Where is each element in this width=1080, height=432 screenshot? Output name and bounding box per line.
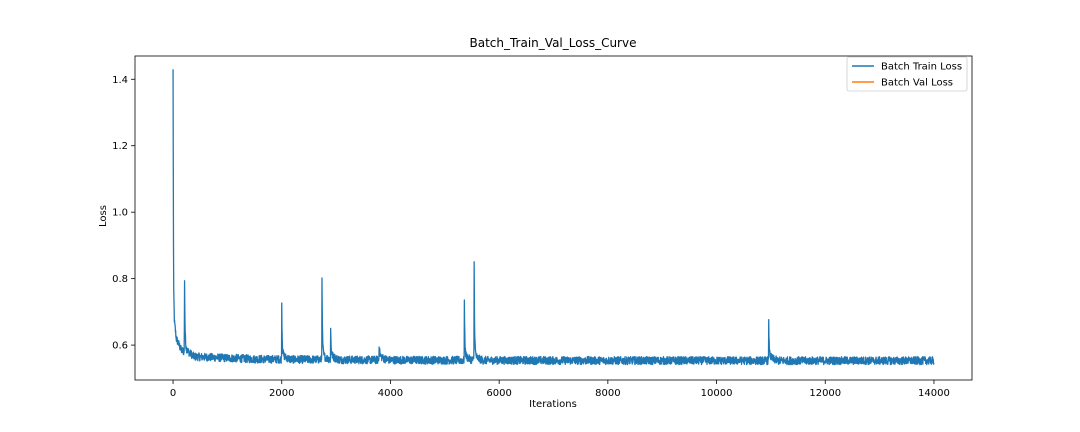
y-axis-label: Loss (98, 205, 109, 227)
x-tick-label: 8000 (595, 388, 620, 399)
chart-title: Batch_Train_Val_Loss_Curve (470, 36, 637, 50)
legend-box (846, 56, 968, 92)
plot-area (172, 69, 935, 366)
x-tick-label: 12000 (809, 388, 841, 399)
y-tick-label: 1.2 (112, 141, 128, 152)
x-tick-label: 14000 (918, 388, 950, 399)
legend: Batch Train Loss Batch Val Loss (846, 56, 968, 92)
y-tick-label: 1.0 (112, 208, 128, 219)
x-tick-label: 4000 (378, 388, 403, 399)
y-tick-label: 0.6 (112, 341, 128, 352)
x-tick-label: 2000 (269, 388, 294, 399)
legend-label: Batch Train Loss (881, 62, 962, 73)
axes: 0 2000 4000 6000 8000 10000 12000 14000 0.6 0.8 1.… (112, 55, 973, 399)
y-tick-label: 0.8 (112, 274, 128, 285)
x-axis-label: Iterations (529, 399, 577, 410)
x-tick-label: 6000 (486, 388, 511, 399)
x-tick-label: 0 (170, 388, 176, 399)
axes-frame (134, 55, 973, 381)
batch-train-loss-line (172, 69, 935, 366)
y-tick-label: 1.4 (112, 75, 128, 86)
legend-label: Batch Val Loss (881, 78, 953, 89)
x-tick-label: 10000 (701, 388, 733, 399)
